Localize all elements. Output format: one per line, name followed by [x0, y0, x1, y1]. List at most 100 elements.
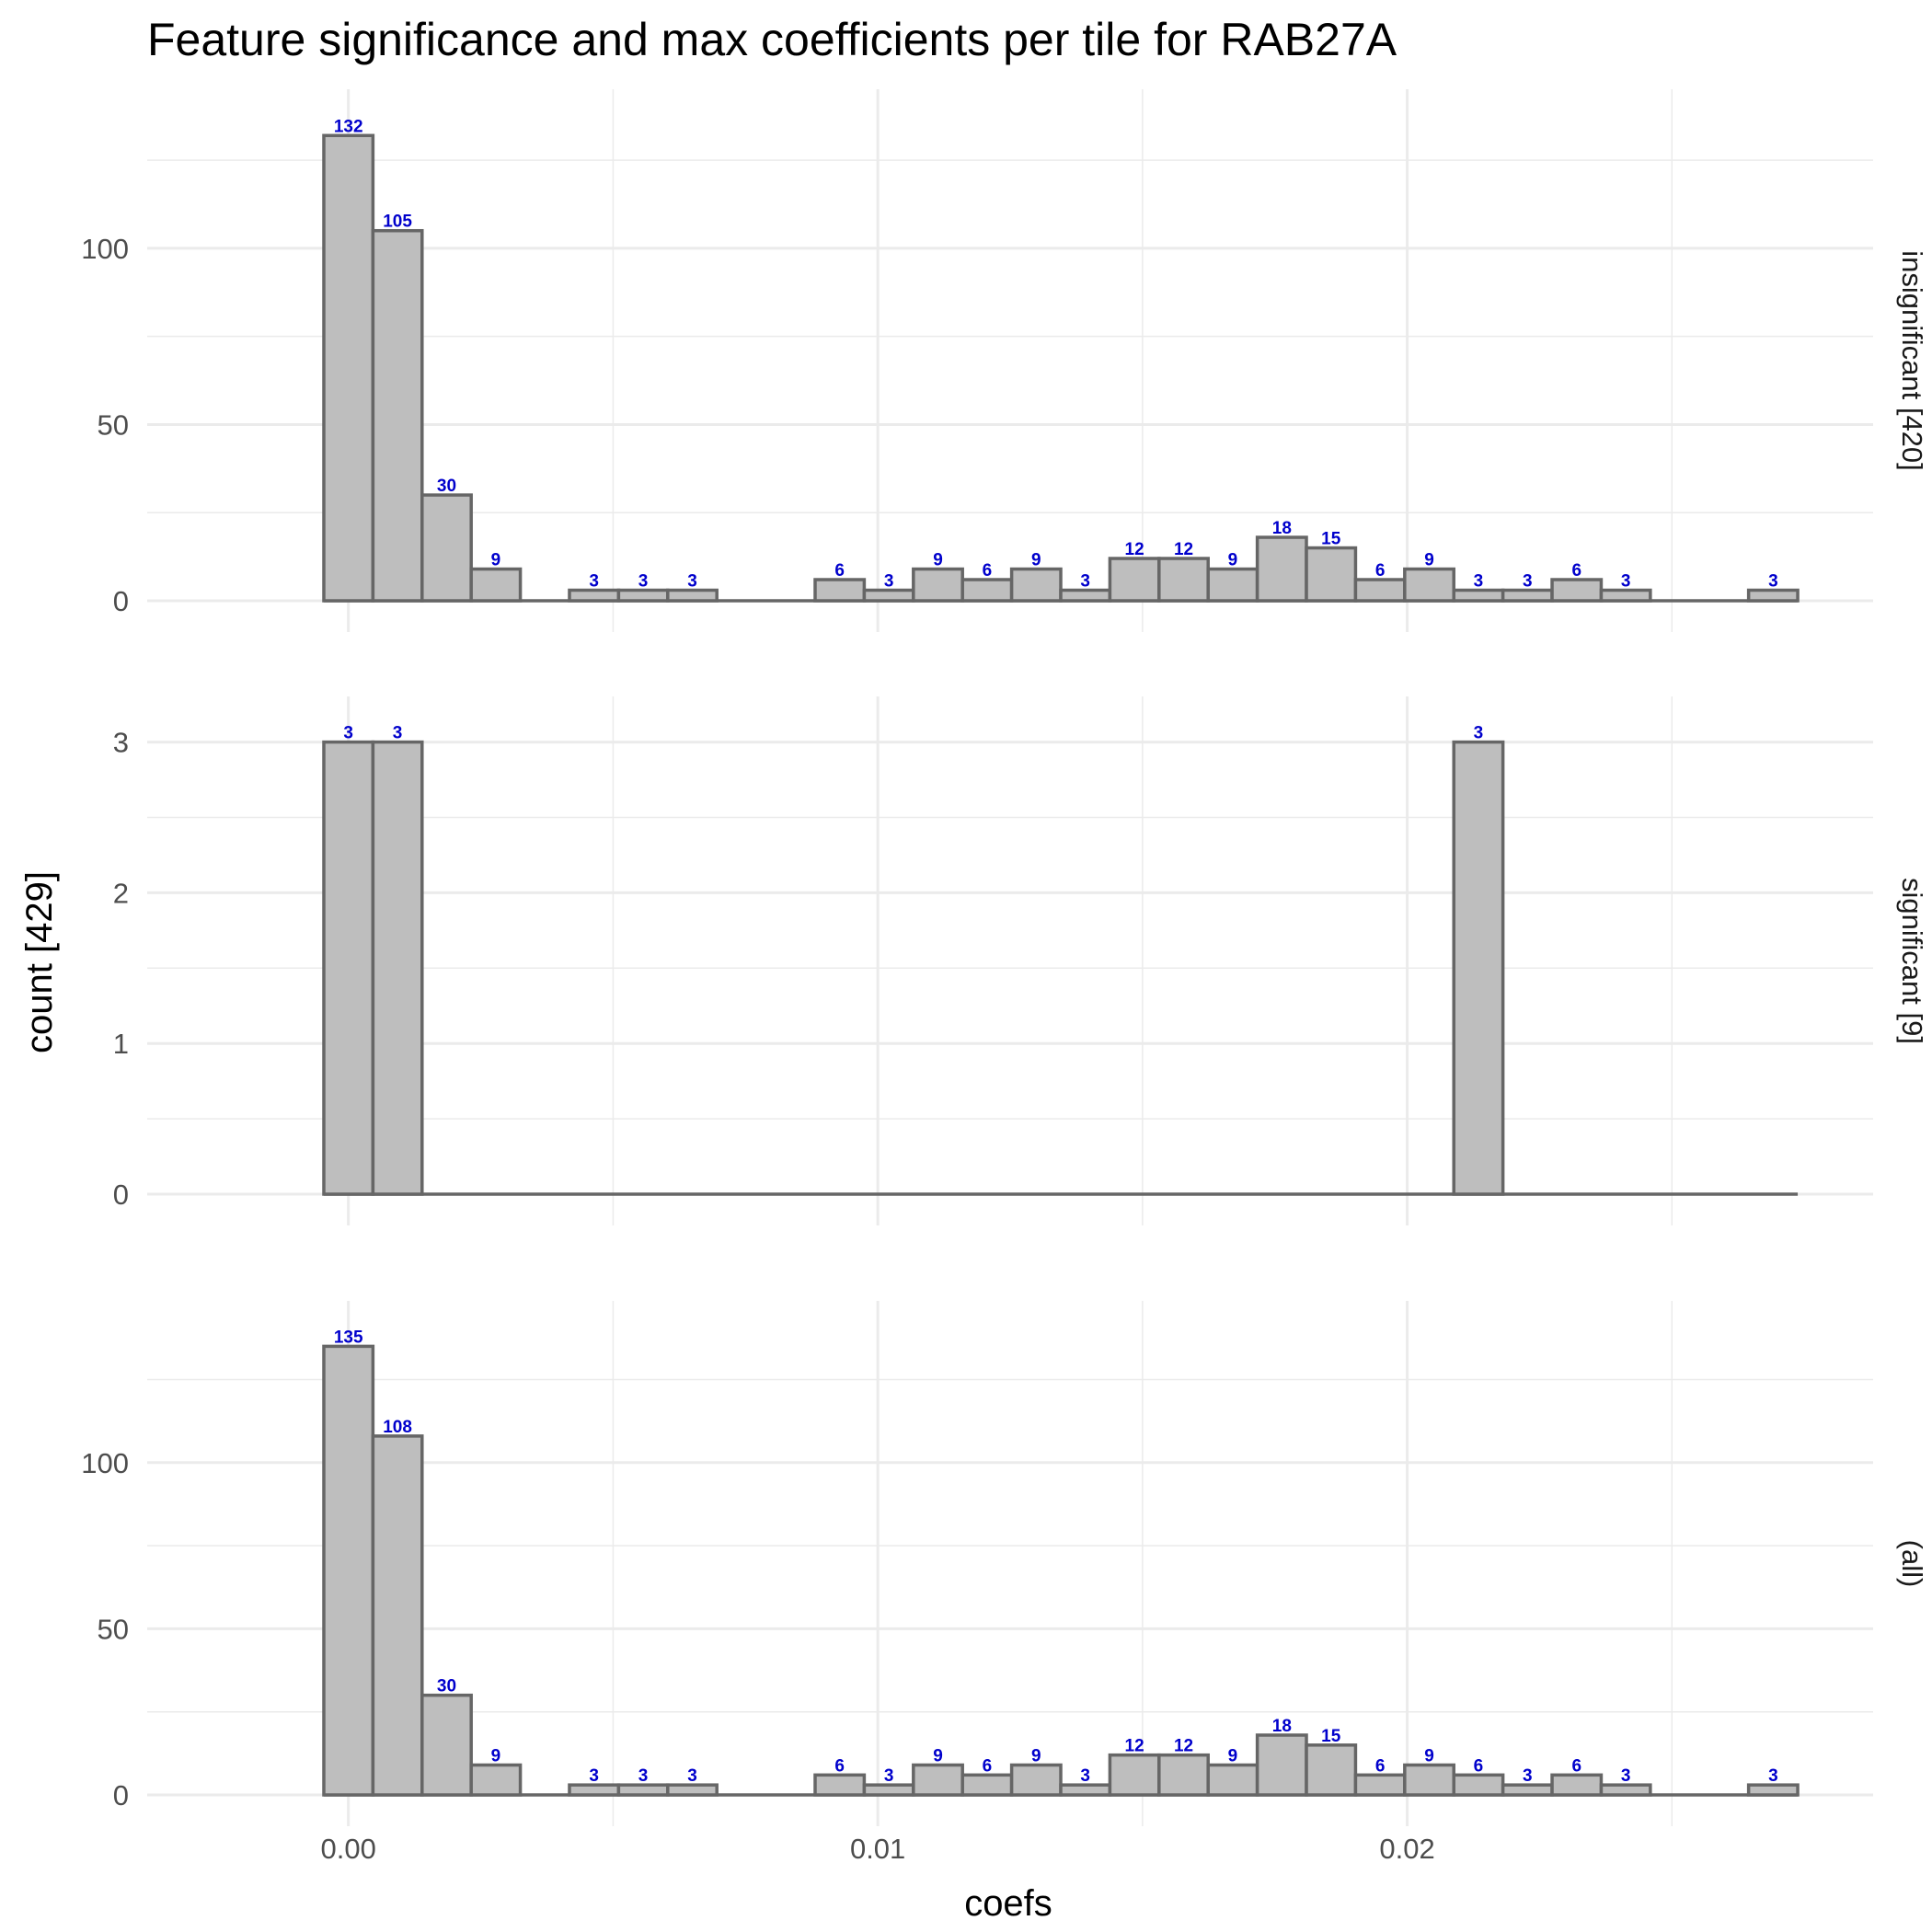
bar-count-label: 3: [884, 572, 894, 592]
histogram-bar: [1403, 1763, 1455, 1797]
histogram-bar: [1009, 567, 1063, 603]
bar-count-label: 30: [437, 1677, 456, 1696]
y-tick-label: 1: [113, 1028, 129, 1060]
bar-count-label: 9: [1031, 1746, 1041, 1765]
histogram-bar: [1255, 1733, 1308, 1797]
bar-count-label: 3: [393, 724, 403, 743]
bar-count-label: 3: [1080, 572, 1090, 592]
facet-strip-label: significant [9]: [1896, 878, 1928, 1044]
histogram-bar: [1746, 1783, 1800, 1797]
bar-count-label: 3: [589, 1766, 599, 1786]
histogram-bar: [371, 740, 424, 1196]
facet-panel-3: 0 50 100 135 108 30 9 3 3 3 6 3 9 6 9 3 12 12 9 18 15 6 9 6 3 6 3 3…: [81, 1301, 1928, 1826]
bar-count-label: 15: [1321, 1727, 1341, 1746]
y-tick-label: 50: [98, 408, 129, 441]
bar-count-label: 6: [1375, 1756, 1386, 1776]
bar-count-label: 6: [834, 561, 845, 581]
x-tick-label: 0.00: [321, 1833, 376, 1865]
bar-count-label: 18: [1272, 1717, 1292, 1736]
y-tick-label: 2: [113, 877, 129, 909]
facet-panel-1: 0 50 100 132 105 30 9 3 3 3 6 3 9 6 9 3 12 12 9 18 15 6 9 3 3 6 3 3…: [81, 89, 1928, 632]
histogram-bar: [420, 1693, 473, 1797]
bar-count-label: 6: [1375, 561, 1386, 581]
histogram-bar: [1009, 1763, 1063, 1797]
histogram-bar: [322, 133, 375, 603]
histogram-bar: [1599, 1783, 1652, 1797]
histogram-bar: [1255, 535, 1308, 603]
histogram-bar: [1206, 1763, 1259, 1797]
histogram-bar: [1206, 567, 1259, 603]
bar-count-label: 3: [1768, 572, 1778, 592]
bar-count-label: 105: [383, 213, 412, 232]
bar-count-label: 3: [687, 572, 697, 592]
histogram-bar: [1059, 1783, 1112, 1797]
bar-count-label: 6: [1571, 561, 1581, 581]
histogram-bar: [1157, 1753, 1210, 1797]
bar-count-label: 3: [638, 572, 649, 592]
histogram-bar: [960, 1773, 1014, 1797]
bar-count-label: 3: [1621, 572, 1631, 592]
histogram-bar: [1452, 1773, 1505, 1797]
bar-count-label: 3: [1523, 1766, 1533, 1786]
bar-count-label: 30: [437, 477, 456, 496]
histogram-bar: [960, 578, 1014, 603]
y-tick-label: 0: [113, 1779, 129, 1811]
histogram-bar: [469, 567, 523, 603]
bar-count-label: 6: [834, 1756, 845, 1776]
histogram-bar: [1452, 588, 1505, 603]
histogram-bar: [813, 1773, 867, 1797]
y-tick-label: 3: [113, 727, 129, 759]
bar-count-label: 3: [1768, 1766, 1778, 1786]
x-tick-label: 0.01: [850, 1833, 905, 1865]
bar-count-label: 3: [589, 572, 599, 592]
bar-count-label: 108: [383, 1418, 412, 1437]
histogram-bar: [1305, 1743, 1358, 1797]
bar-count-label: 15: [1321, 530, 1341, 549]
bar-count-label: 3: [638, 1766, 649, 1786]
histogram-bar: [1746, 588, 1800, 603]
bar-count-label: 9: [1228, 1746, 1238, 1765]
x-axis: 0.00 0.01 0.02: [321, 1833, 1435, 1865]
histogram-bar: [1353, 578, 1407, 603]
bar-count-label: 12: [1125, 1737, 1144, 1756]
facet-strip-label: insignificant [420]: [1896, 250, 1928, 471]
histogram-bar: [1108, 557, 1161, 603]
histogram-bar: [1550, 578, 1604, 603]
histogram-bar: [1108, 1753, 1161, 1797]
histogram-bar: [1599, 588, 1652, 603]
histogram-bar: [616, 588, 670, 603]
bar-count-label: 12: [1174, 540, 1193, 559]
histogram-bar: [666, 1783, 719, 1797]
bar-count-label: 6: [1474, 1756, 1484, 1776]
histogram-bar: [1059, 588, 1112, 603]
y-tick-label: 0: [113, 585, 129, 617]
y-tick-label: 100: [81, 233, 129, 265]
chart-title: Feature significance and max coefficient…: [147, 14, 1397, 65]
histogram-bar: [1452, 740, 1505, 1196]
bar-count-label: 3: [1080, 1766, 1090, 1786]
bar-count-label: 12: [1174, 1737, 1193, 1756]
bar-count-label: 135: [334, 1328, 363, 1347]
bar-count-label: 3: [343, 724, 353, 743]
histogram-bar: [420, 493, 473, 603]
histogram-bar: [813, 578, 867, 603]
bar-count-label: 3: [1474, 724, 1484, 743]
histogram-bar: [568, 588, 621, 603]
bar-count-label: 6: [1571, 1756, 1581, 1776]
facet-strip-label: (all): [1896, 1540, 1928, 1588]
histogram-bar: [912, 567, 964, 603]
y-tick-label: 50: [98, 1613, 129, 1645]
bar-count-label: 9: [491, 551, 501, 570]
y-tick-label: 100: [81, 1447, 129, 1479]
bar-count-label: 12: [1125, 540, 1144, 559]
bar-count-label: 3: [884, 1766, 894, 1786]
histogram-bar: [862, 588, 915, 603]
bar-count-label: 9: [1424, 1746, 1434, 1765]
bar-count-label: 3: [1621, 1766, 1631, 1786]
bar-count-label: 9: [1031, 551, 1041, 570]
bar-count-label: 9: [1424, 551, 1434, 570]
histogram-bar: [1550, 1773, 1604, 1797]
histogram-bar: [322, 1344, 375, 1797]
